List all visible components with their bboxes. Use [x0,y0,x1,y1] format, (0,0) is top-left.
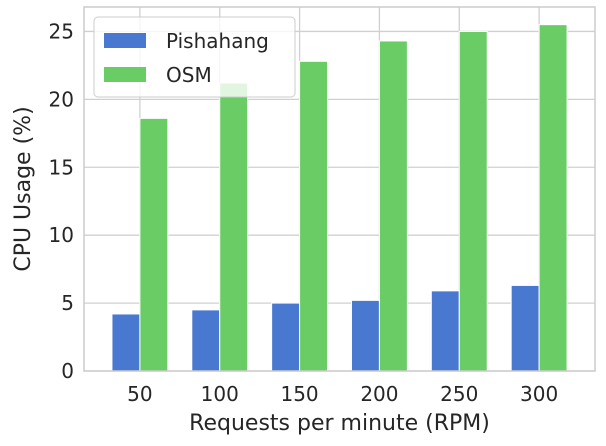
y-axis-title: CPU Usage (%) [11,106,36,271]
bar-osm-200 [378,40,408,372]
bar-osm-50 [139,117,169,372]
x-tick-label: 150 [280,382,318,406]
bar-pishahang-150 [271,302,301,372]
x-tick-label: 200 [360,382,398,406]
x-tick-label: 250 [440,382,478,406]
bar-pishahang-200 [350,299,380,372]
bar-osm-300 [538,24,568,372]
bar-pishahang-300 [510,284,540,372]
legend-label-pishahang: Pishahang [166,29,269,53]
bar-pishahang-50 [111,313,141,372]
y-tick-label: 0 [61,359,74,383]
y-tick-label: 5 [61,291,74,315]
x-tick-label: 300 [520,382,558,406]
bar-osm-100 [219,82,249,372]
legend-swatch-osm [104,67,146,82]
bar-pishahang-100 [191,309,221,372]
legend-label-osm: OSM [166,63,212,87]
x-axis-title: Requests per minute (RPM) [189,411,490,436]
legend: Pishahang OSM [93,16,296,98]
bar-osm-250 [458,30,488,372]
bar-pishahang-250 [430,290,460,372]
y-tick-label: 15 [49,155,74,179]
x-tick-label: 100 [201,382,239,406]
y-tick-label: 20 [49,87,74,111]
x-tick-labels: 50 100 150 200 250 300 [127,382,558,406]
x-tick-label: 50 [127,382,152,406]
y-tick-labels: 0 5 10 15 20 25 [49,19,74,383]
bars-layer [111,24,568,372]
y-tick-label: 10 [49,223,74,247]
bar-osm-150 [299,60,329,372]
plot-frame [83,6,596,372]
legend-swatch-pishahang [104,33,146,48]
y-tick-label: 25 [49,19,74,43]
